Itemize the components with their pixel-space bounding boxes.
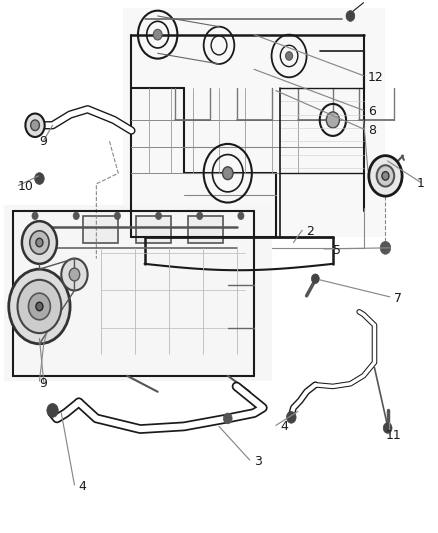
Circle shape: [36, 302, 43, 311]
Circle shape: [32, 212, 38, 220]
Circle shape: [326, 112, 339, 128]
Text: 3: 3: [254, 455, 262, 467]
Text: 2: 2: [307, 225, 314, 238]
Circle shape: [223, 167, 233, 180]
Circle shape: [380, 241, 391, 254]
Text: 6: 6: [368, 106, 376, 118]
Circle shape: [223, 413, 232, 424]
Circle shape: [18, 280, 61, 333]
Circle shape: [369, 156, 402, 196]
Text: 7: 7: [394, 292, 402, 305]
Circle shape: [69, 268, 80, 281]
Circle shape: [311, 274, 319, 284]
Bar: [4, 205, 272, 381]
Text: 9: 9: [39, 377, 47, 390]
Circle shape: [153, 29, 162, 40]
Circle shape: [22, 221, 57, 264]
Text: 10: 10: [18, 180, 33, 193]
Circle shape: [286, 52, 293, 60]
Circle shape: [238, 212, 244, 220]
Circle shape: [114, 212, 120, 220]
Circle shape: [25, 114, 45, 137]
Text: 4: 4: [79, 480, 87, 492]
Circle shape: [47, 403, 58, 417]
Circle shape: [346, 11, 355, 21]
Bar: [123, 8, 385, 237]
Bar: [83, 216, 118, 243]
Circle shape: [286, 411, 296, 423]
Circle shape: [9, 269, 70, 344]
Text: 5: 5: [333, 244, 341, 257]
Text: 4: 4: [280, 420, 288, 433]
Bar: [136, 216, 171, 243]
Text: 12: 12: [368, 71, 384, 84]
Circle shape: [35, 173, 44, 184]
Circle shape: [377, 165, 394, 187]
Circle shape: [197, 212, 203, 220]
Circle shape: [36, 238, 43, 247]
Circle shape: [30, 231, 49, 254]
Text: 1: 1: [417, 177, 425, 190]
Text: 11: 11: [385, 429, 401, 442]
Circle shape: [383, 423, 392, 433]
Circle shape: [73, 212, 79, 220]
Circle shape: [31, 120, 39, 131]
Circle shape: [61, 259, 88, 290]
Circle shape: [28, 293, 50, 320]
Circle shape: [155, 212, 162, 220]
Text: 9: 9: [39, 135, 47, 148]
Circle shape: [382, 172, 389, 180]
Bar: [188, 216, 223, 243]
Text: 8: 8: [368, 124, 376, 137]
